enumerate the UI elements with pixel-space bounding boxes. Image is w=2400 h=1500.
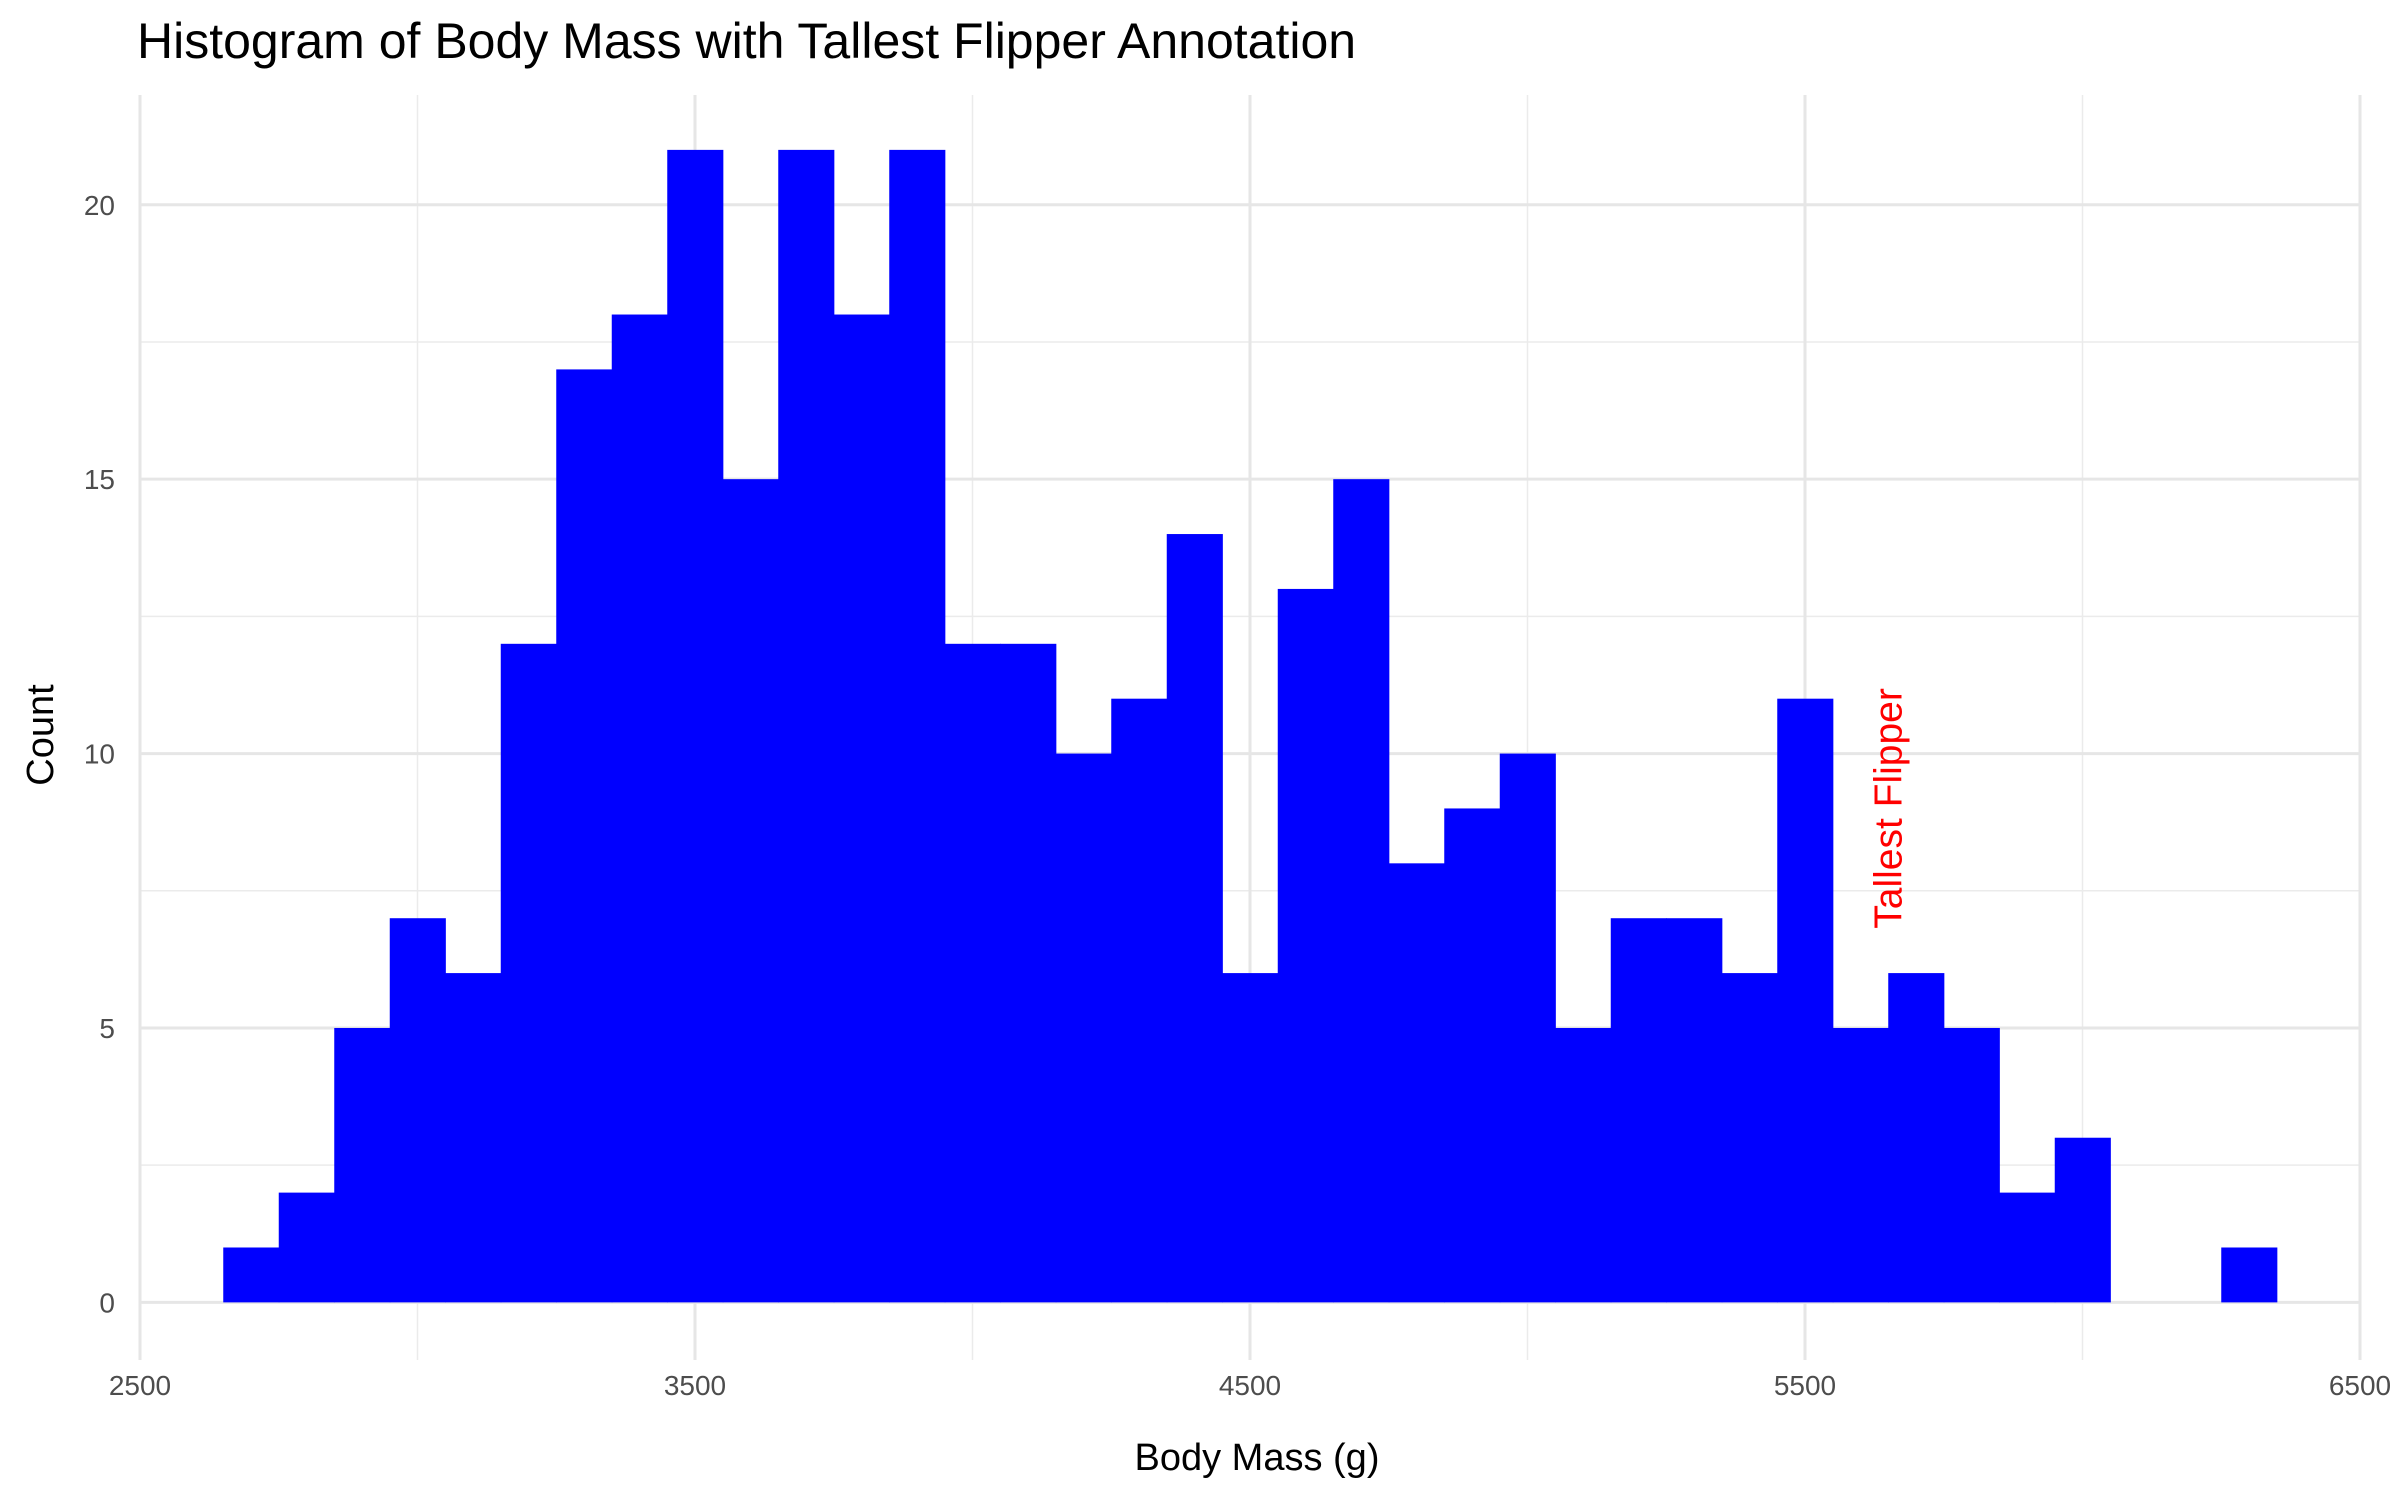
histogram-bar [1777, 698, 1834, 1303]
histogram-bar [1555, 1027, 1612, 1303]
x-tick-label: 6500 [2329, 1370, 2391, 1401]
x-axis-title: Body Mass (g) [1135, 1437, 1380, 1479]
y-tick-label: 5 [99, 1013, 115, 1044]
y-tick-label: 0 [99, 1287, 115, 1318]
histogram-bar [1111, 698, 1168, 1303]
histogram-bar [833, 314, 890, 1303]
x-tick-label: 2500 [109, 1370, 171, 1401]
y-tick-label: 20 [84, 190, 115, 221]
x-tick-label: 3500 [664, 1370, 726, 1401]
histogram-bar [278, 1192, 335, 1303]
histogram-bar [389, 918, 446, 1303]
histogram-bar [1166, 534, 1223, 1303]
histogram-bar [722, 479, 779, 1303]
histogram-bar [2221, 1247, 2278, 1303]
histogram-bar [334, 1027, 391, 1303]
x-tick-label: 5500 [1774, 1370, 1836, 1401]
histogram-bar [1888, 973, 1945, 1303]
histogram-bar [611, 314, 668, 1303]
histogram-bar [778, 149, 835, 1303]
histogram-bar [889, 149, 946, 1303]
histogram-bar [1943, 1027, 2000, 1303]
histogram-bar [1388, 863, 1445, 1303]
histogram-bar [1999, 1192, 2056, 1303]
x-tick-label: 4500 [1219, 1370, 1281, 1401]
tallest-flipper-annotation: Tallest Flipper [1867, 688, 1910, 929]
histogram-bar [944, 643, 1001, 1303]
histogram-bar [556, 369, 613, 1303]
chart-title: Histogram of Body Mass with Tallest Flip… [137, 13, 1357, 69]
histogram-bar [1333, 479, 1390, 1303]
histogram-bar [667, 149, 724, 1303]
histogram-bar [1666, 918, 1723, 1303]
histogram-bar [223, 1247, 280, 1303]
histogram-bar [1000, 643, 1057, 1303]
histogram-bar [1222, 973, 1279, 1303]
histogram-bar [1277, 588, 1334, 1303]
histogram-bar [1055, 753, 1112, 1303]
y-axis-title: Count [20, 684, 62, 786]
y-tick-label: 10 [84, 739, 115, 770]
histogram-bar [1610, 918, 1667, 1303]
histogram-bar [1444, 808, 1501, 1303]
histogram-bars [223, 149, 2278, 1303]
histogram-bar [500, 643, 557, 1303]
histogram-bar [1499, 753, 1556, 1303]
histogram-bar [1721, 973, 1778, 1303]
histogram-bar [1832, 1027, 1889, 1303]
y-tick-label: 15 [84, 464, 115, 495]
histogram-bar [445, 973, 502, 1303]
x-axis-tick-labels: 2500 3500 4500 5500 6500 [109, 1370, 2391, 1401]
y-axis-tick-labels: 0 5 10 15 20 [84, 190, 115, 1319]
histogram-bar [2054, 1137, 2111, 1303]
